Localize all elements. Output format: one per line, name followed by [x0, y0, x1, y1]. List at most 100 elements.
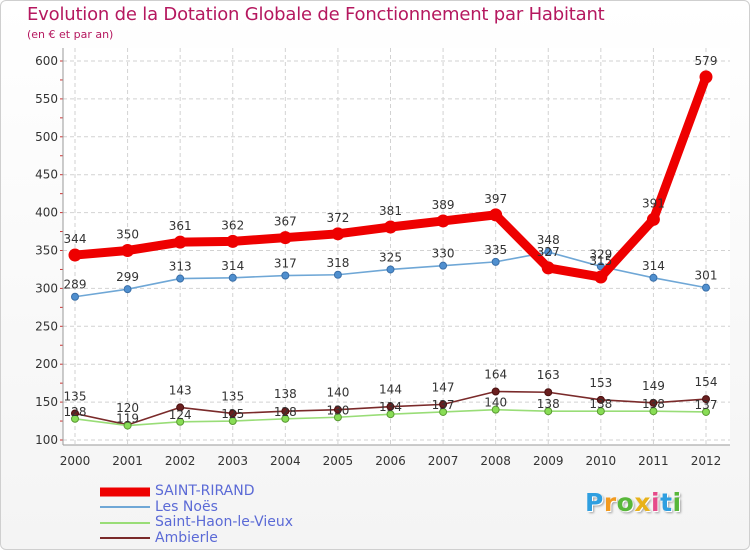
data-point: [123, 285, 132, 294]
data-label: 140: [484, 396, 507, 410]
x-tick-label: 2005: [323, 454, 354, 468]
y-tick-label: 100: [35, 433, 58, 447]
data-label: 317: [274, 257, 297, 271]
data-label: 299: [116, 270, 139, 284]
x-tick-label: 2010: [586, 454, 617, 468]
data-label: 134: [379, 400, 402, 414]
logo-letter: x: [634, 488, 651, 517]
logo-letter: i: [672, 488, 682, 517]
data-point: [544, 407, 553, 416]
legend-label: Ambierle: [155, 529, 218, 546]
y-tick-label: 450: [35, 168, 58, 182]
data-label: 138: [537, 397, 560, 411]
data-label: 135: [221, 389, 244, 403]
data-point: [228, 417, 237, 426]
data-point: [594, 270, 608, 284]
data-point: [278, 231, 292, 245]
logo-letter: t: [660, 488, 673, 517]
data-label: 367: [274, 215, 297, 229]
data-label: 397: [484, 192, 507, 206]
legend-swatch: [100, 521, 150, 524]
data-label: 381: [379, 204, 402, 218]
data-point: [281, 407, 290, 416]
data-point: [228, 409, 237, 418]
data-label: 130: [326, 403, 349, 417]
data-point: [228, 273, 237, 282]
legend-label: Saint-Haon-le-Vieux: [155, 514, 294, 530]
x-tick-label: 2009: [533, 454, 564, 468]
data-label: 372: [326, 211, 349, 225]
data-label: 314: [642, 259, 665, 273]
data-label: 361: [169, 219, 192, 233]
legend-item: Les Noës: [100, 498, 293, 516]
data-point: [544, 248, 553, 257]
data-label: 137: [695, 398, 718, 412]
data-point: [333, 270, 342, 279]
legend-item: SAINT-RIRAND: [100, 483, 293, 500]
data-label: 315: [589, 254, 612, 268]
y-tick-label: 500: [35, 130, 58, 144]
proxiti-logo: Proxiti: [585, 488, 682, 517]
data-label: 327: [537, 245, 560, 259]
logo-letter: P: [585, 488, 604, 517]
data-point: [439, 261, 448, 270]
data-point: [491, 257, 500, 266]
logo-letter: o: [616, 488, 635, 517]
y-tick-label: 200: [35, 357, 58, 371]
logo-letter: i: [651, 488, 661, 517]
data-label: 140: [326, 386, 349, 400]
data-point: [176, 403, 185, 412]
legend-item: Ambierle: [100, 529, 293, 547]
legend-swatch: [100, 506, 150, 509]
data-point: [333, 405, 342, 414]
data-point: [386, 265, 395, 274]
data-point: [649, 273, 658, 282]
legend-label: SAINT-RIRAND: [155, 483, 255, 499]
data-label: 124: [169, 408, 192, 422]
data-point: [596, 395, 605, 404]
x-tick-label: 2003: [217, 454, 248, 468]
x-tick-label: 2002: [165, 454, 196, 468]
data-point: [333, 413, 342, 422]
data-label: 135: [64, 389, 87, 403]
data-point: [439, 407, 448, 416]
data-point: [386, 402, 395, 411]
data-label: 144: [379, 383, 402, 397]
data-label: 344: [64, 232, 87, 246]
data-label: 389: [432, 198, 455, 212]
data-point: [544, 388, 553, 397]
data-label: 138: [274, 387, 297, 401]
data-point: [541, 261, 555, 275]
data-label: 125: [221, 407, 244, 421]
data-point: [489, 208, 503, 222]
x-tick-label: 2012: [691, 454, 722, 468]
x-tick-label: 2011: [638, 454, 669, 468]
x-tick-label: 2001: [112, 454, 143, 468]
data-label: 143: [169, 383, 192, 397]
y-tick-label: 600: [35, 54, 58, 68]
y-tick-label: 150: [35, 395, 58, 409]
chart-subtitle: (en € et par an): [27, 28, 114, 41]
data-point: [331, 227, 345, 241]
legend-label: Les Noës: [155, 498, 218, 515]
data-label: 318: [326, 256, 349, 270]
data-label: 335: [484, 243, 507, 257]
data-point: [68, 248, 82, 262]
data-point: [71, 414, 79, 423]
data-point: [649, 407, 658, 416]
data-point: [702, 407, 710, 416]
legend-swatch: [100, 487, 150, 497]
data-point: [386, 410, 395, 419]
data-label: 119: [116, 412, 139, 426]
data-label: 391: [642, 196, 665, 210]
data-label: 138: [642, 397, 665, 411]
data-label: 154: [695, 375, 718, 389]
data-point: [176, 417, 185, 426]
data-label: 350: [116, 228, 139, 242]
y-tick-label: 350: [35, 244, 58, 258]
data-point: [436, 214, 450, 228]
legend: SAINT-RIRAND Les Noës Saint-Haon-le-Vieux A…: [100, 483, 294, 547]
logo-letter: r: [603, 488, 617, 517]
data-point: [121, 244, 135, 257]
